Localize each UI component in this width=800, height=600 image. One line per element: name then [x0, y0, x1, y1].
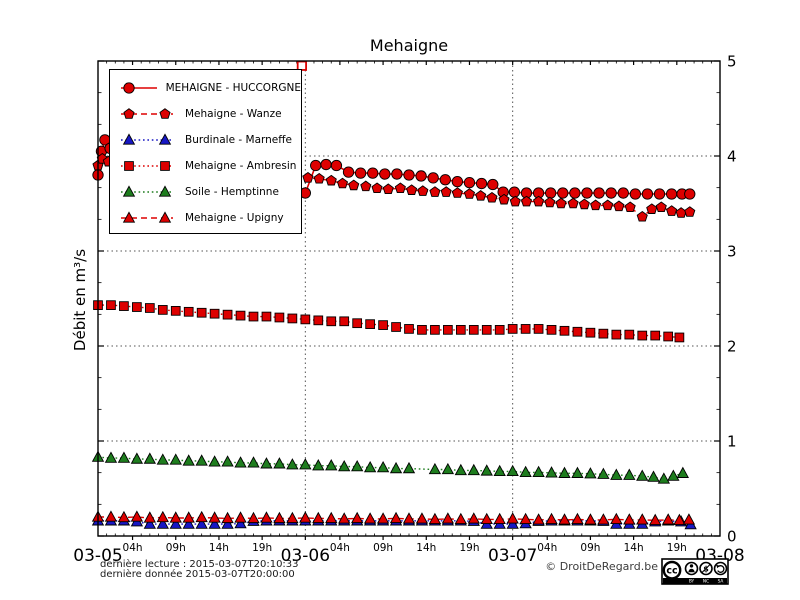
- chart-title: Mehaigne: [369, 36, 449, 55]
- footer-last-read: dernière lecture : 2015-03-07T20:10:33: [100, 559, 299, 570]
- cc-license-badge: cc $ BY NC SA: [661, 558, 729, 585]
- legend-label: Soile - Hemptinne: [185, 186, 279, 198]
- legend-item: Mehaigne - Upigny: [110, 205, 301, 231]
- cc-by-icon: [684, 561, 699, 576]
- series-mehaigne-upigny: [91, 510, 696, 525]
- series-mehaigne-ambresin: [93, 300, 685, 343]
- legend-item: Burdinale - Marneffe: [110, 127, 301, 153]
- copyright-text: © DroitDeRegard.be: [545, 560, 658, 573]
- plot-frame: [97, 60, 721, 537]
- legend-sample: [121, 108, 173, 119]
- legend-item: Soile - Hemptinne: [110, 179, 301, 205]
- x-tick-label: 14h: [624, 542, 644, 554]
- legend-label: Mehaigne - Wanze: [185, 108, 282, 120]
- y-tick-label: 1: [727, 433, 737, 451]
- cc-sa-icon: [713, 561, 728, 576]
- y-tick-label: 5: [727, 53, 737, 71]
- legend-item: MEHAIGNE - HUCCORGNE: [110, 75, 301, 101]
- x-tick-label: 09h: [580, 542, 600, 554]
- cc-badge-strip: [663, 578, 727, 584]
- y-tick-label: 2: [727, 338, 737, 356]
- legend-sample: [121, 82, 157, 94]
- legend-sample: [121, 161, 173, 171]
- x-tick-label: 09h: [166, 542, 186, 554]
- x-tick-label: 14h: [416, 542, 436, 554]
- legend-sample: [121, 185, 173, 197]
- svg-text:$: $: [703, 565, 709, 574]
- x-tick-label: 19h: [252, 542, 272, 554]
- legend-label: Mehaigne - Upigny: [185, 212, 284, 224]
- x-tick-label: 14h: [209, 542, 229, 554]
- y-axis-label: Débit en m³/s: [71, 248, 89, 352]
- cc-nc-icon: $: [699, 561, 713, 576]
- legend-label: Mehaigne - Ambresin: [185, 160, 297, 172]
- x-tick-label: 04h: [123, 542, 143, 554]
- series-soile-hemptinne: [91, 450, 690, 484]
- cc-logo-icon: cc: [662, 560, 682, 580]
- y-tick-label: 3: [727, 243, 737, 261]
- x-day-label: 03-06: [281, 546, 330, 566]
- x-day-label: 03-07: [488, 546, 537, 566]
- cc-by-label: BY: [689, 579, 695, 585]
- y-tick-label: 4: [727, 148, 737, 166]
- cc-nc-label: NC: [703, 579, 709, 585]
- x-day-label: 03-05: [73, 546, 122, 566]
- x-tick-label: 19h: [667, 542, 687, 554]
- x-tick-label: 09h: [373, 542, 393, 554]
- svg-text:cc: cc: [666, 566, 677, 577]
- footer-last-data: dernière donnée 2015-03-07T20:00:00: [100, 569, 295, 580]
- y-tick-label: 0: [727, 528, 737, 546]
- legend-sample: [121, 211, 173, 223]
- legend-label: MEHAIGNE - HUCCORGNE: [165, 82, 301, 94]
- axis-tick-labels: 04h 09h 14h 19h 04h 09h 14h 19h 04h 09h 14h 19h 03-0…: [73, 53, 744, 567]
- legend-item: Mehaigne - Ambresin: [110, 153, 301, 179]
- cc-sa-label: SA: [718, 579, 724, 585]
- legend: MEHAIGNE - HUCCORGNE Mehaigne - Wanze Burd…: [109, 69, 302, 234]
- legend-label: Burdinale - Marneffe: [185, 134, 292, 146]
- legend-item: Mehaigne - Wanze: [110, 101, 301, 127]
- x-tick-label: 04h: [330, 542, 350, 554]
- legend-sample: [121, 133, 173, 145]
- x-tick-label: 04h: [537, 542, 557, 554]
- x-tick-label: 19h: [459, 542, 479, 554]
